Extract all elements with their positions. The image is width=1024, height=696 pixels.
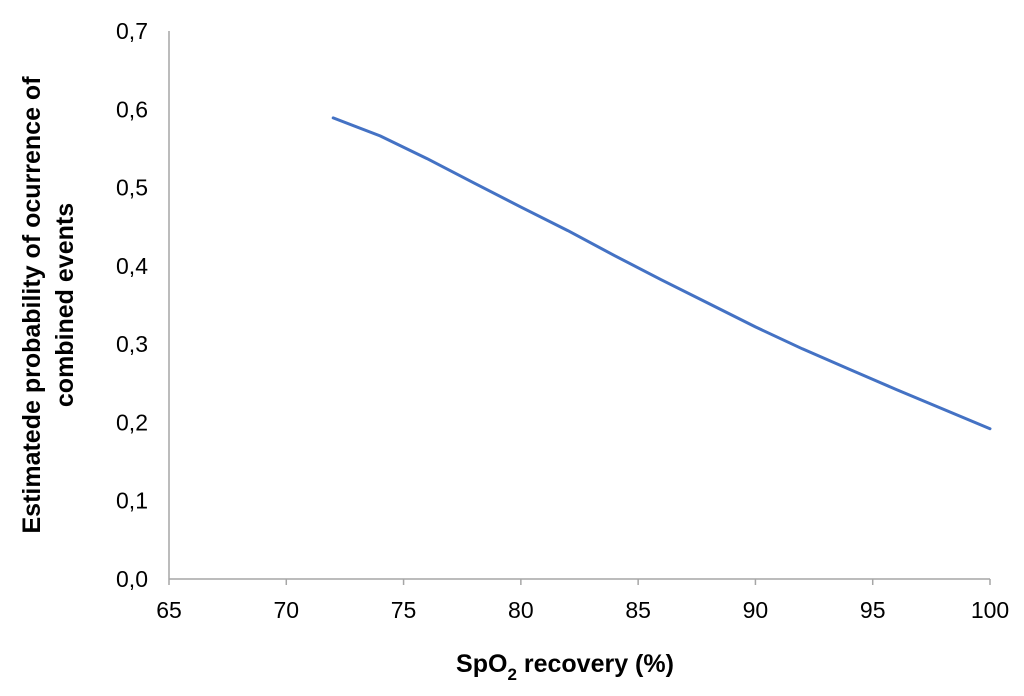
x-tick-label: 65 (156, 597, 182, 623)
x-tick-label: 70 (273, 597, 299, 623)
x-axis-title: SpO2 recovery (%) (456, 650, 674, 684)
y-axis-title-line-2: combined events (51, 203, 79, 407)
y-axis-title: Estimatede probability of ocurrence of c… (18, 76, 79, 534)
series-line (331, 116, 992, 431)
y-tick-label: 0,2 (116, 409, 148, 435)
y-tick-label: 0,1 (116, 488, 148, 514)
y-tick-labels: 0,0 0,1 0,2 0,3 0,4 0,5 0,6 0,7 (116, 18, 148, 592)
x-tick-label: 100 (971, 597, 1009, 623)
y-tick-label: 0,7 (116, 18, 148, 44)
x-tick-label: 95 (860, 597, 886, 623)
x-tick-label: 90 (743, 597, 769, 623)
axes (168, 31, 990, 580)
y-tick-label: 0,3 (116, 331, 148, 357)
y-tick-label: 0,5 (116, 175, 148, 201)
x-tick-label: 75 (391, 597, 417, 623)
y-axis-title-line-1: Estimatede probability of ocurrence of (18, 76, 46, 534)
y-tick-label: 0,0 (116, 566, 148, 592)
y-tick-label: 0,6 (116, 96, 148, 122)
x-tick-label: 80 (508, 597, 534, 623)
series-group (331, 116, 992, 431)
x-tick-marks (168, 579, 991, 585)
x-tick-labels: 65 70 75 80 85 90 95 100 (156, 597, 1009, 623)
y-tick-label: 0,4 (116, 253, 148, 279)
x-tick-label: 85 (625, 597, 651, 623)
